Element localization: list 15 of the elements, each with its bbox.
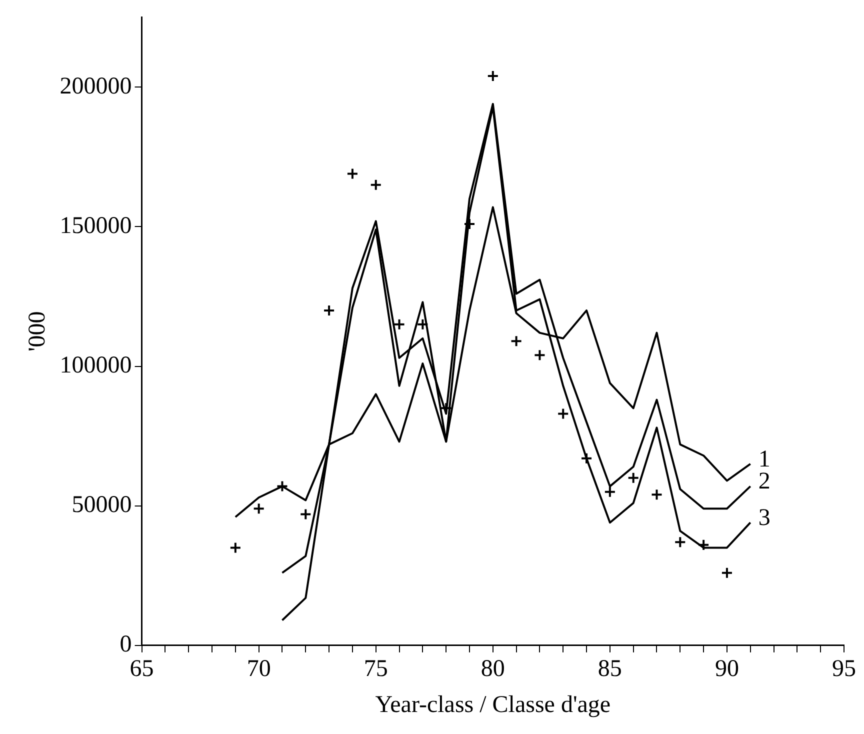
- x-tick-label: 70: [246, 656, 271, 682]
- y-axis-title: '000: [24, 311, 51, 352]
- x-tick-label: 85: [598, 656, 622, 682]
- x-tick-label: 90: [714, 656, 739, 682]
- x-tick-label: 80: [480, 656, 505, 682]
- x-axis-title: Year-class / Classe d'age: [375, 692, 611, 718]
- y-tick-label: 50000: [72, 492, 132, 518]
- y-tick-label: 200000: [60, 73, 132, 100]
- x-tick-label: 65: [130, 656, 154, 682]
- y-tick-label: 0: [120, 632, 132, 658]
- y-tick-label: 150000: [60, 213, 132, 240]
- x-tick-label: 95: [832, 656, 856, 682]
- x-tick-label: 75: [364, 656, 388, 682]
- series-label: 3: [758, 504, 770, 531]
- y-tick-label: 100000: [60, 352, 132, 379]
